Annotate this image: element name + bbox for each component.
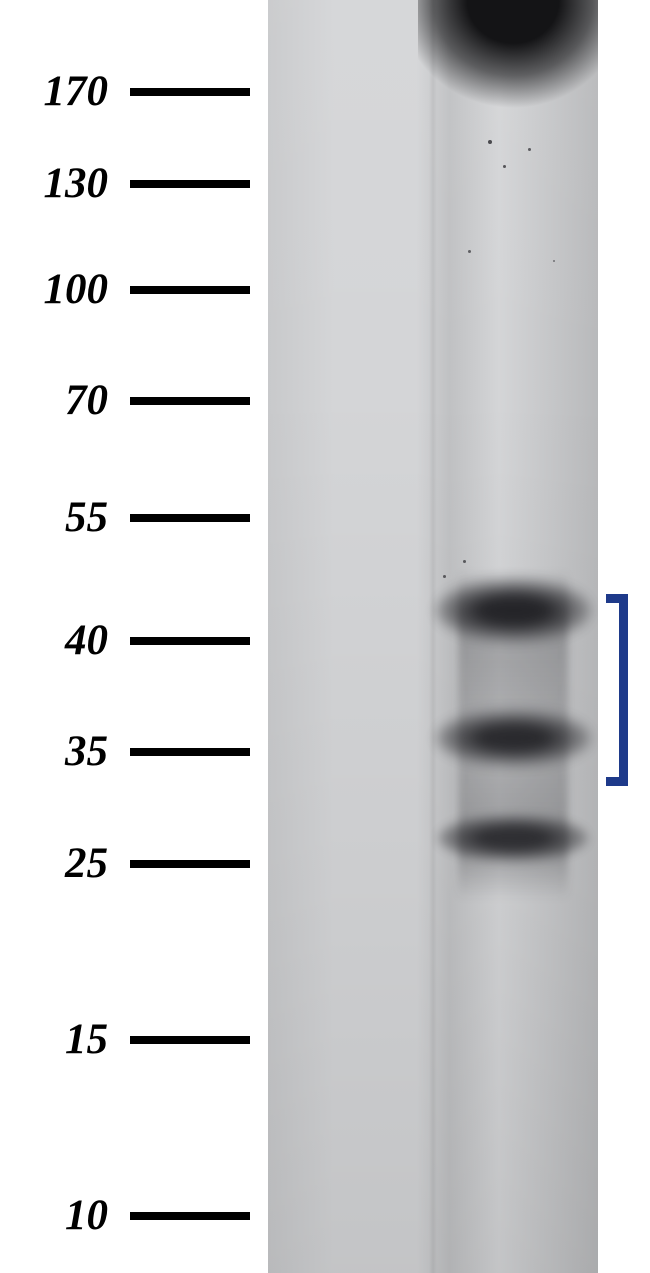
speckle-5: [463, 560, 466, 563]
ladder-tick-55: [130, 514, 250, 522]
bracket-top: [606, 594, 628, 603]
ladder-label-15: 15: [0, 1015, 108, 1064]
ladder-label-35: 35: [0, 727, 108, 776]
ladder-label-55: 55: [0, 493, 108, 542]
ladder-label-25: 25: [0, 839, 108, 888]
band-1: [436, 709, 591, 767]
ladder-tick-10: [130, 1212, 250, 1220]
speckle-4: [553, 260, 555, 262]
ladder-label-40: 40: [0, 616, 108, 665]
ladder-tick-70: [130, 397, 250, 405]
ladder-tick-130: [130, 180, 250, 188]
bracket-bottom: [606, 777, 628, 786]
ladder-label-170: 170: [0, 67, 108, 116]
speckle-2: [503, 165, 506, 168]
speckle-1: [528, 148, 531, 151]
ladder-tick-40: [130, 637, 250, 645]
bracket-vertical: [619, 594, 628, 786]
speckle-6: [443, 575, 446, 578]
ladder-tick-100: [130, 286, 250, 294]
ladder-label-100: 100: [0, 265, 108, 314]
target-bracket: [606, 594, 628, 786]
blot-membrane: [268, 0, 598, 1273]
band-0: [436, 578, 591, 643]
ladder-label-70: 70: [0, 376, 108, 425]
ladder-label-10: 10: [0, 1191, 108, 1240]
ladder-tick-170: [130, 88, 250, 96]
western-blot-figure: 170 130 100 70 55 40 35 25 15 10: [0, 0, 650, 1273]
ladder-tick-25: [130, 860, 250, 868]
top-smear-blob: [418, 0, 598, 120]
ladder-tick-15: [130, 1036, 250, 1044]
band-2: [438, 814, 588, 862]
speckle-0: [488, 140, 492, 144]
ladder-label-130: 130: [0, 159, 108, 208]
ladder-tick-35: [130, 748, 250, 756]
speckle-3: [468, 250, 471, 253]
